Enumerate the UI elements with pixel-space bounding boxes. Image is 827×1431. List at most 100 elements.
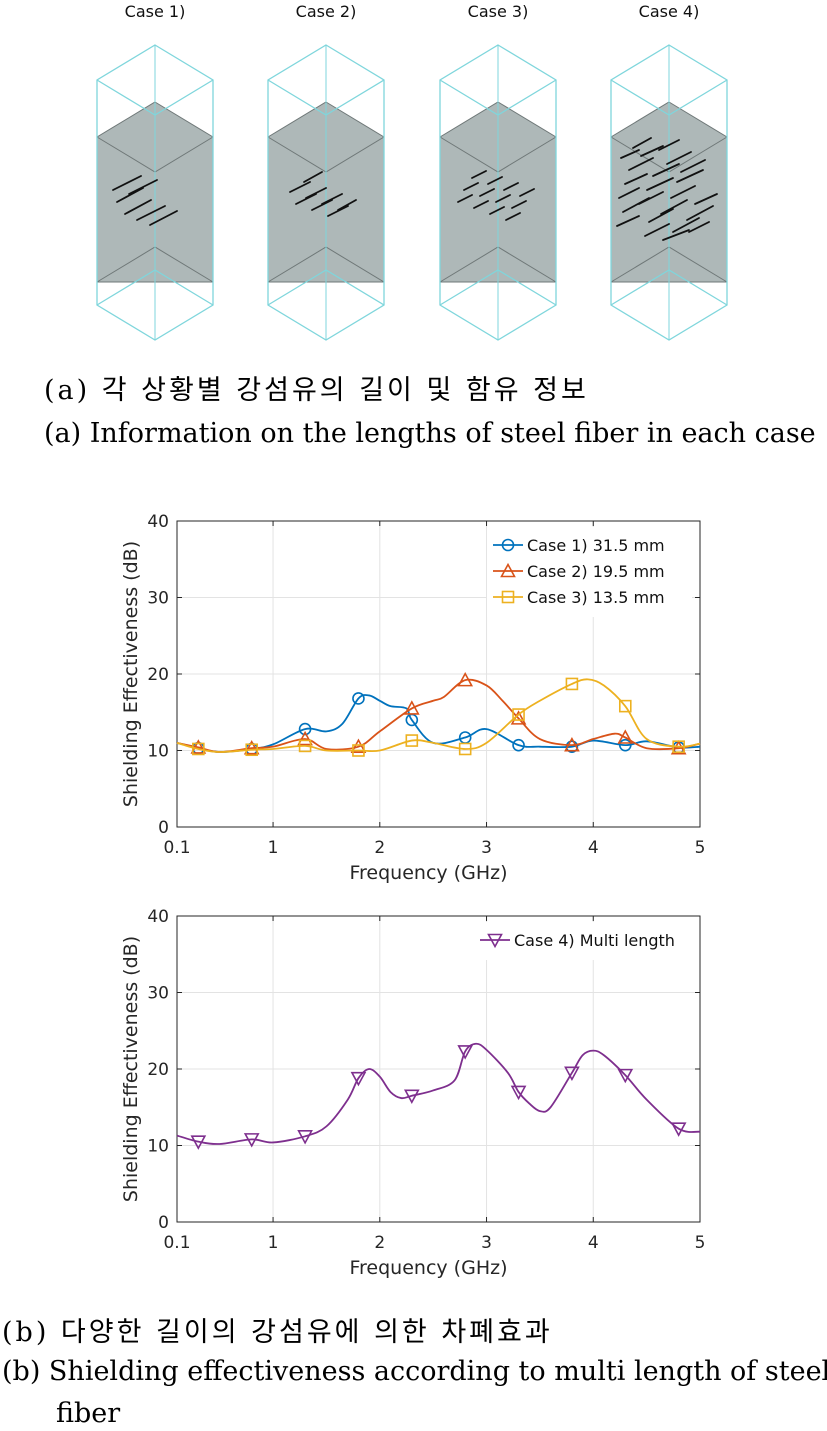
data-point	[670, 740, 687, 755]
case-label-3: Case 3)	[467, 2, 529, 21]
x-tick-label: 0.1	[163, 838, 190, 858]
steel-fiber	[489, 206, 505, 215]
steel-fiber	[473, 200, 489, 209]
data-point	[190, 739, 207, 754]
data-point	[458, 742, 472, 756]
steel-fiber	[479, 188, 495, 197]
steel-fiber	[638, 191, 664, 205]
steel-fiber	[124, 199, 152, 215]
chart-bottom: 0.1 1 2 3 4 5 0 10 20 30 40 Frequency (GHz) Shieldin…	[120, 907, 706, 1279]
legend-box	[487, 527, 692, 617]
data-point	[564, 736, 580, 752]
data-point	[243, 1133, 260, 1148]
outer-box-edge	[267, 269, 385, 306]
steel-fiber	[457, 194, 473, 203]
case-label-4: Case 4)	[638, 2, 700, 21]
data-point	[512, 738, 525, 752]
steel-fiber	[305, 187, 327, 199]
x-tick-label: 2	[374, 838, 385, 858]
x-axis-label: Frequency (GHz)	[349, 862, 507, 884]
x-tick-label: 5	[695, 1233, 706, 1253]
steel-fiber	[646, 177, 674, 191]
legend: Case 4) Multi length	[474, 922, 692, 960]
steel-fiber	[327, 205, 349, 217]
y-tick-label: 20	[147, 1060, 169, 1080]
data-point	[565, 677, 579, 691]
y-tick-label: 10	[147, 742, 169, 762]
x-tick-label: 4	[588, 838, 599, 858]
chart-top: 0.1 1 2 3 4 5 0 10 20 30 40 Frequency (GHz) Shieldin…	[120, 512, 705, 884]
steel-fiber	[628, 157, 654, 171]
specimen-case-1	[96, 44, 214, 341]
case-label-2: Case 2)	[295, 2, 357, 21]
steel-fiber	[463, 182, 479, 191]
data-point	[565, 740, 579, 753]
specimen-case-2	[267, 44, 385, 341]
y-axis-label: Shielding Effectiveness (dB)	[120, 541, 142, 807]
data-point	[670, 1122, 687, 1137]
series-1	[176, 1042, 701, 1150]
steel-fiber	[672, 217, 700, 233]
data-point	[298, 739, 312, 753]
x-tick-label: 4	[588, 1233, 599, 1253]
x-tick-label: 3	[481, 1233, 492, 1253]
x-axis-label: Frequency (GHz)	[349, 1257, 507, 1279]
series-line	[176, 678, 701, 753]
data-point	[617, 1068, 634, 1084]
specimen-case-4	[610, 44, 728, 341]
steel-fiber	[471, 170, 487, 179]
steel-fiber	[337, 199, 357, 211]
data-point	[403, 1089, 420, 1104]
legend-entry: Case 3) 13.5 mm	[527, 588, 665, 607]
steel-fiber	[632, 137, 652, 149]
x-tick-label: 0.1	[163, 1233, 190, 1253]
data-point	[352, 744, 365, 757]
y-tick-label: 30	[147, 589, 169, 609]
data-point	[243, 740, 260, 755]
legend-entry: Case 1) 31.5 mm	[527, 536, 665, 555]
steel-fiber	[128, 179, 158, 195]
outer-box-edge	[96, 269, 214, 306]
steel-fiber	[149, 210, 178, 226]
steel-fiber	[644, 223, 670, 237]
y-tick-label: 0	[158, 1213, 169, 1233]
steel-fiber	[618, 187, 640, 199]
legend-marker	[500, 562, 516, 578]
steel-fiber	[116, 187, 144, 203]
steel-fiber	[680, 159, 706, 173]
steel-fiber	[495, 194, 511, 203]
y-axis-label: Shielding Effectiveness (dB)	[120, 936, 142, 1202]
data-point	[298, 722, 312, 736]
data-point	[618, 738, 632, 752]
steel-fiber	[505, 212, 521, 221]
data-point	[512, 708, 525, 721]
caption-b-english-line1: (b) Shielding effectiveness according to…	[2, 1356, 827, 1387]
steel-fiber	[303, 171, 323, 183]
steel-fiber	[620, 149, 640, 159]
series-3	[176, 677, 701, 757]
caption-a-english: (a) Information on the lengths of steel …	[44, 418, 816, 449]
data-point	[457, 1045, 474, 1060]
steel-fiber	[670, 185, 696, 199]
steel-fiber	[624, 173, 648, 185]
y-tick-label: 0	[158, 818, 169, 838]
outer-box-edge	[610, 269, 728, 306]
series-line	[176, 678, 701, 753]
steel-fiber	[662, 229, 690, 241]
x-tick-label: 3	[481, 838, 492, 858]
legend-box	[474, 922, 692, 960]
data-point	[457, 671, 474, 687]
data-point	[297, 730, 313, 746]
data-point	[192, 742, 205, 756]
legend-entry: Case 2) 19.5 mm	[527, 562, 665, 581]
steel-fiber	[112, 175, 142, 191]
caption-a-korean: (a) 각 상황별 강섬유의 길이 및 함유 정보	[44, 375, 589, 406]
data-point	[245, 743, 259, 757]
legend-marker	[487, 933, 503, 949]
y-tick-label: 40	[147, 907, 169, 927]
steel-fiber	[688, 221, 710, 233]
steel-fiber	[686, 205, 714, 221]
legend: Case 1) 31.5 mm Case 2) 19.5 mm Case 3) 13…	[487, 527, 692, 617]
data-point	[350, 738, 367, 753]
x-tick-label: 2	[374, 1233, 385, 1253]
